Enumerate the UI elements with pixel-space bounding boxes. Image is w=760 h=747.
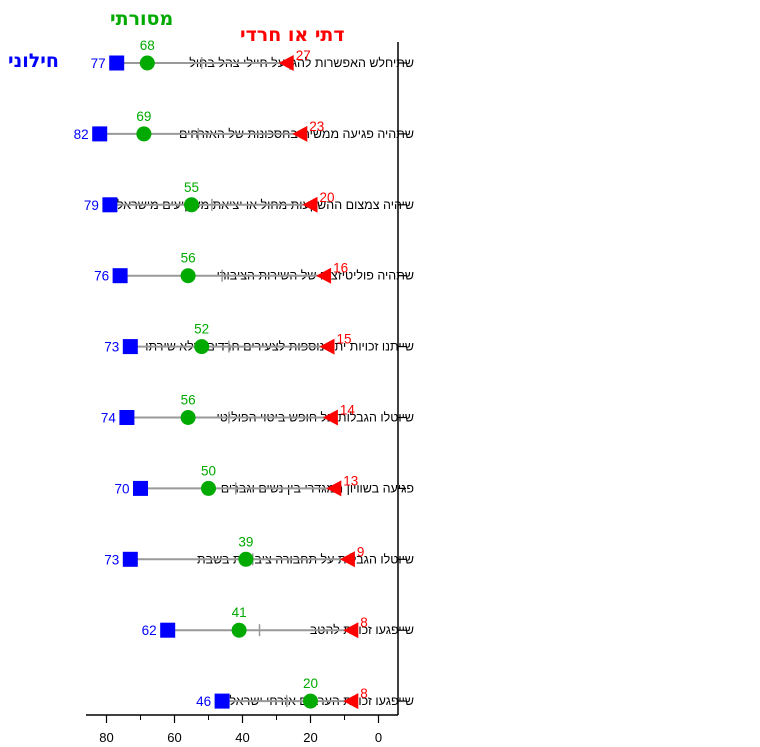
label-traditional: 20 xyxy=(303,676,318,691)
x-tick-label: 80 xyxy=(99,730,113,745)
point-religious xyxy=(343,622,359,639)
label-secular: 70 xyxy=(114,481,129,496)
legend-traditional: מסורתי xyxy=(110,8,174,30)
label-traditional: 52 xyxy=(194,322,209,337)
x-tick-label: 20 xyxy=(303,730,317,745)
chart-row: שתיחלש האפשרות להגן על חיילי צהל בחול 77 6… xyxy=(91,38,414,71)
label-traditional: 56 xyxy=(181,393,196,408)
x-tick-label: 60 xyxy=(167,730,181,745)
label-traditional: 50 xyxy=(201,463,216,478)
point-religious xyxy=(343,693,359,710)
label-traditional: 39 xyxy=(238,534,253,549)
point-traditional xyxy=(231,622,247,638)
point-religious xyxy=(316,267,332,284)
point-religious xyxy=(319,338,335,355)
label-secular: 76 xyxy=(94,269,109,284)
point-secular xyxy=(214,693,230,709)
category-label: שתיחלש האפשרות להגן על חיילי צהל בחול xyxy=(189,56,414,70)
label-secular: 46 xyxy=(196,694,211,709)
point-secular xyxy=(119,410,135,425)
chart-row: שתהיה פגיעה ממשית בחסכונות של האזרחים826… xyxy=(74,109,414,142)
chart-row: שייתנו זכויות יתר נוספות לצעירים חרדים ש… xyxy=(104,322,414,355)
label-religious: 14 xyxy=(340,403,356,418)
category-label: שייפגעו זכויות להטב xyxy=(310,623,414,637)
chart-row: שיוטלו הגבלות על חופש ביטוי הפוליטי74561… xyxy=(101,393,414,426)
x-tick-label: 0 xyxy=(375,730,382,745)
point-secular xyxy=(112,268,128,284)
label-traditional: 55 xyxy=(184,180,199,195)
label-religious: 13 xyxy=(343,473,358,488)
label-secular: 62 xyxy=(142,623,157,638)
point-traditional xyxy=(180,268,196,284)
point-secular xyxy=(92,126,108,142)
point-traditional xyxy=(184,197,199,213)
point-traditional xyxy=(136,126,152,142)
point-secular xyxy=(109,55,125,71)
point-religious xyxy=(302,196,318,213)
chart-row: שייפגעו זכויות להטב 62 41 8 xyxy=(142,605,414,639)
chart-rows: שתיחלש האפשרות להגן על חיילי צהל בחול 77 6… xyxy=(74,38,414,710)
label-traditional: 68 xyxy=(140,38,155,53)
label-secular: 82 xyxy=(74,127,89,142)
point-traditional xyxy=(194,339,210,355)
label-religious: 9 xyxy=(357,544,365,559)
point-religious xyxy=(339,551,355,568)
axes: 80 60 40 20 0 xyxy=(86,42,399,745)
label-traditional: 69 xyxy=(136,109,151,124)
point-traditional xyxy=(238,551,254,567)
point-religious xyxy=(292,125,308,142)
point-secular xyxy=(133,480,148,496)
label-religious: 23 xyxy=(309,119,324,134)
point-traditional xyxy=(139,55,155,71)
point-religious xyxy=(278,55,294,71)
label-religious: 15 xyxy=(337,332,352,347)
label-religious: 20 xyxy=(320,190,335,205)
label-religious: 16 xyxy=(333,261,348,276)
point-secular xyxy=(122,339,138,355)
label-secular: 74 xyxy=(101,411,117,426)
x-tick-label: 40 xyxy=(235,730,249,745)
legend-religious: דתי או חרדי xyxy=(240,24,345,46)
point-secular xyxy=(102,197,118,213)
label-religious: 8 xyxy=(360,615,368,630)
legend-secular: חילוני xyxy=(8,50,59,72)
label-traditional: 41 xyxy=(232,605,247,620)
point-traditional xyxy=(303,693,318,709)
label-secular: 79 xyxy=(84,198,99,213)
point-traditional xyxy=(201,480,216,496)
label-religious: 8 xyxy=(360,686,368,701)
label-secular: 73 xyxy=(104,340,119,355)
chart-row: פגיעה בשוויון המגדרי בין נשים וגברים7050… xyxy=(114,463,414,497)
label-religious: 27 xyxy=(296,48,311,63)
point-religious xyxy=(326,480,342,497)
point-secular xyxy=(160,622,176,638)
point-religious xyxy=(322,409,338,426)
label-traditional: 56 xyxy=(181,251,196,266)
point-traditional xyxy=(180,410,196,425)
label-secular: 73 xyxy=(104,552,119,567)
point-secular xyxy=(122,551,138,567)
chart-row: שיהיה צמצום ההשקעות מחול או יציאת משקיעי… xyxy=(84,180,414,213)
label-secular: 77 xyxy=(91,56,106,71)
chart-row: שיוטלו הגבלות על תחבורה ציבורית בשבת7339… xyxy=(104,534,414,568)
